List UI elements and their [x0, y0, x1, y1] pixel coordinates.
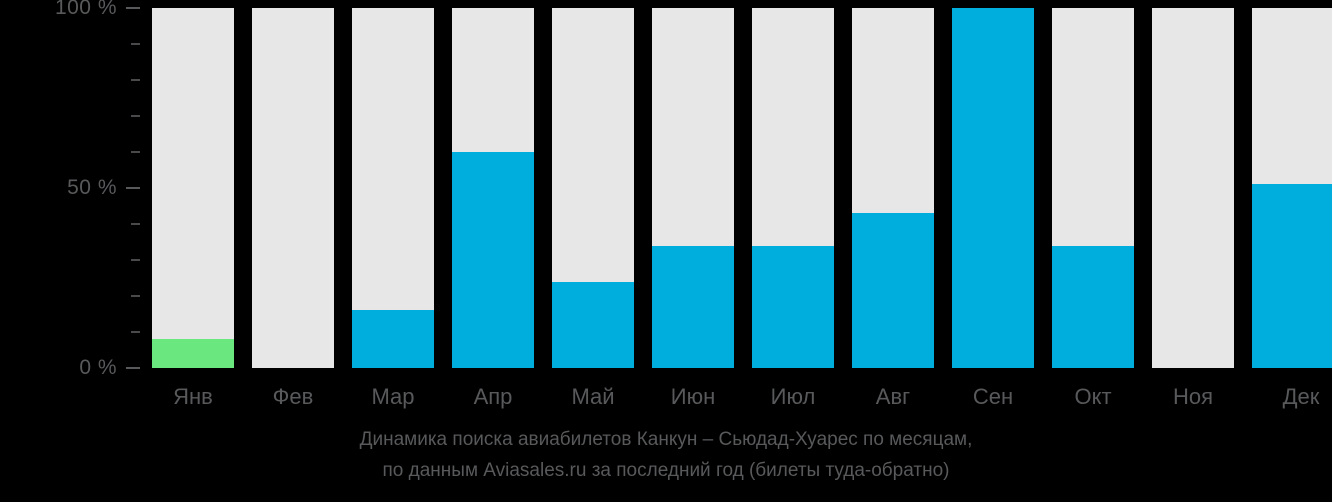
y-axis-label-0: 0 % — [79, 356, 117, 379]
x-axis-label-feb: Фев — [272, 384, 314, 409]
y-axis-minor-tick-60 — [131, 151, 140, 153]
bar-column-nov[interactable] — [1152, 8, 1234, 368]
y-axis-minor-tick-10 — [131, 331, 140, 333]
y-axis-major-tick-100: 100 % — [55, 0, 140, 18]
x-axis-label-dec: Дек — [1282, 384, 1320, 409]
bar-column-sep[interactable] — [952, 8, 1034, 368]
bar-column-dec[interactable] — [1252, 8, 1332, 368]
y-axis-major-tick-0: 0 % — [79, 356, 140, 379]
x-axis-label-apr: Апр — [473, 384, 513, 409]
bar-value-jun[interactable] — [652, 245, 734, 368]
x-axis-label-may: Май — [571, 384, 615, 409]
x-axis-label-jan: Янв — [173, 384, 213, 409]
bar-track-mar — [352, 8, 434, 368]
x-axis-label-nov: Ноя — [1172, 384, 1214, 409]
bar-column-feb[interactable] — [252, 8, 334, 368]
bar-track-jan — [152, 8, 234, 368]
y-axis-minor-tick-30 — [131, 259, 140, 261]
y-axis-minor-tick-20 — [131, 295, 140, 297]
bar-column-jan[interactable] — [152, 8, 234, 368]
y-axis-label-100: 100 % — [54, 0, 117, 19]
y-axis-minor-tick-80 — [131, 79, 140, 81]
bar-value-apr[interactable] — [452, 152, 534, 368]
y-axis-tick-mark-50 — [126, 187, 140, 189]
bar-value-aug[interactable] — [852, 213, 934, 368]
bar-track-nov — [1152, 8, 1234, 368]
bar-column-aug[interactable] — [852, 8, 934, 368]
bar-value-mar[interactable] — [352, 310, 434, 368]
x-axis: Янв Фев Мар Апр Май Июн Июл Авг Сен Окт … — [152, 380, 1332, 416]
y-axis-major-tick-50: 50 % — [67, 176, 140, 199]
bar-value-sep[interactable] — [952, 8, 1034, 368]
chart-caption-line-1: Динамика поиска авиабилетов Канкун – Сью… — [359, 429, 973, 450]
x-axis-label-aug: Авг — [875, 384, 911, 409]
y-axis-minor-tick-90 — [131, 43, 140, 45]
bar-value-jul[interactable] — [752, 245, 834, 368]
plot-area: 100 % 50 % 0 % — [0, 0, 1332, 379]
bar-column-jul[interactable] — [752, 8, 834, 368]
y-axis: 100 % 50 % 0 % — [0, 0, 140, 379]
bar-column-may[interactable] — [552, 8, 634, 368]
bar-column-oct[interactable] — [1052, 8, 1134, 368]
x-axis-label-mar: Мар — [371, 384, 415, 409]
bar-track-feb — [252, 8, 334, 368]
y-axis-tick-mark-100 — [126, 7, 140, 9]
bar-series — [152, 8, 1332, 368]
y-axis-minor-tick-70 — [131, 115, 140, 117]
y-axis-tick-mark-0 — [126, 367, 140, 369]
bar-value-oct[interactable] — [1052, 245, 1134, 368]
bar-value-may[interactable] — [552, 281, 634, 368]
bar-column-apr[interactable] — [452, 8, 534, 368]
bar-value-dec[interactable] — [1252, 184, 1332, 368]
bar-column-mar[interactable] — [352, 8, 434, 368]
x-axis-label-jul: Июл — [770, 384, 816, 409]
bar-column-jun[interactable] — [652, 8, 734, 368]
x-axis-label-sep: Сен — [972, 384, 1014, 409]
chart-caption-line-2: по данным Aviasales.ru за последний год … — [382, 460, 950, 481]
bar-value-jan[interactable] — [152, 339, 234, 368]
chart-caption: Динамика поиска авиабилетов Канкун – Сью… — [0, 424, 1332, 486]
x-axis-label-oct: Окт — [1074, 384, 1112, 409]
x-axis-label-jun: Июн — [670, 384, 716, 409]
y-axis-minor-tick-40 — [131, 223, 140, 225]
y-axis-label-50: 50 % — [67, 176, 117, 199]
